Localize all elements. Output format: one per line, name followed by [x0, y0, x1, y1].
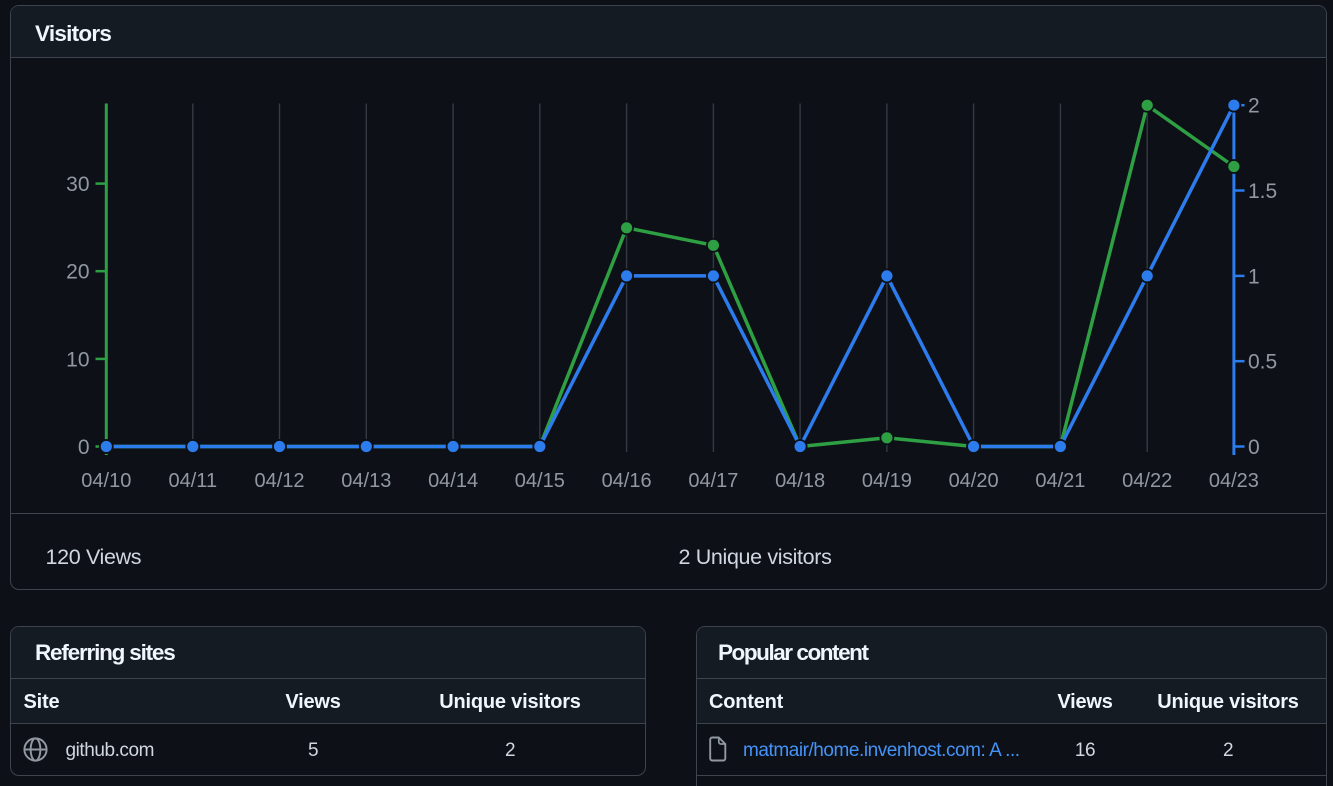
svg-text:04/12: 04/12 [254, 470, 304, 492]
svg-text:04/15: 04/15 [515, 470, 565, 492]
svg-text:0: 0 [1248, 436, 1260, 459]
svg-text:0.5: 0.5 [1248, 351, 1277, 374]
svg-text:1: 1 [1248, 265, 1260, 288]
svg-text:04/13: 04/13 [341, 470, 391, 492]
svg-text:04/17: 04/17 [688, 470, 738, 492]
svg-text:04/10: 04/10 [81, 470, 131, 492]
svg-text:04/20: 04/20 [949, 470, 999, 492]
svg-text:10: 10 [66, 348, 89, 371]
svg-text:04/19: 04/19 [862, 470, 912, 492]
svg-text:20: 20 [66, 261, 89, 284]
svg-text:04/22: 04/22 [1122, 470, 1172, 492]
svg-text:0: 0 [78, 436, 90, 459]
svg-text:04/18: 04/18 [775, 470, 825, 492]
svg-text:04/16: 04/16 [602, 470, 652, 492]
svg-text:1.5: 1.5 [1248, 180, 1277, 203]
svg-text:30: 30 [66, 173, 89, 196]
svg-text:04/11: 04/11 [169, 470, 218, 492]
svg-text:2: 2 [1248, 95, 1260, 118]
svg-text:04/21: 04/21 [1035, 470, 1085, 492]
svg-text:04/23: 04/23 [1209, 470, 1259, 492]
svg-text:04/14: 04/14 [428, 470, 478, 492]
